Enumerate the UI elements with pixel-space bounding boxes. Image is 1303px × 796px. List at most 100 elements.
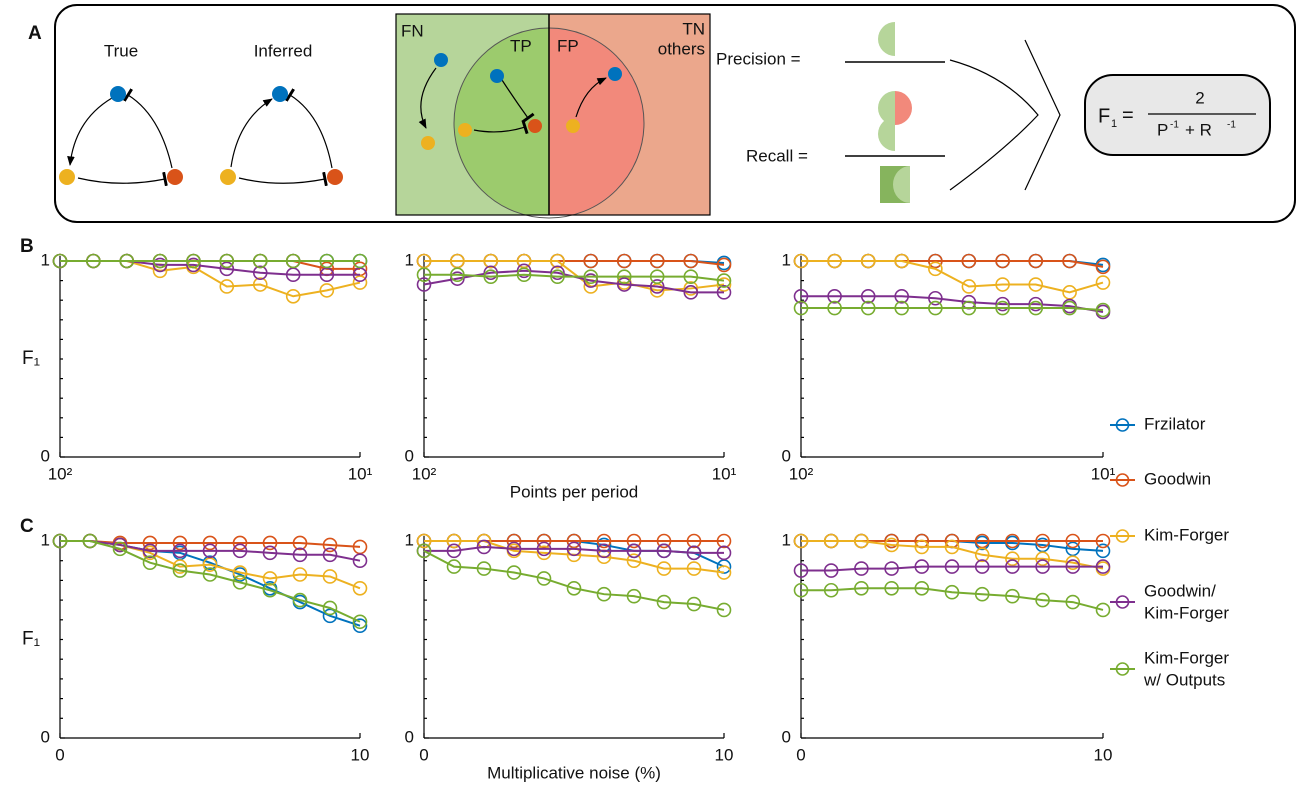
x-tick-label: 10² [48, 464, 73, 483]
x-tick-label: 10 [1094, 745, 1113, 764]
series-line [801, 295, 1104, 313]
x-tick-label: 10² [412, 464, 437, 483]
marker [142, 555, 158, 570]
marker [186, 257, 201, 273]
y-tick-label: 1 [41, 530, 50, 549]
marker [1035, 551, 1050, 567]
marker [536, 545, 552, 561]
legend-label: Frzilator [1144, 414, 1206, 433]
marker [626, 588, 642, 604]
venn-label: others [658, 39, 705, 58]
x-tick-label: 0 [55, 745, 64, 764]
marker [683, 269, 699, 284]
marker [232, 543, 248, 559]
x-tick-label: 0 [419, 745, 428, 764]
marker [252, 277, 268, 292]
marker [1095, 275, 1111, 290]
icon [878, 117, 895, 151]
marker [1065, 555, 1081, 570]
x-tick-label: 10 [351, 745, 370, 764]
marker [232, 565, 248, 580]
marker [827, 288, 842, 304]
formula: -1 [1170, 120, 1179, 131]
y-tick-label: 1 [782, 530, 791, 549]
marker [716, 545, 732, 561]
marker [1095, 559, 1111, 574]
marker [860, 253, 876, 269]
node [434, 53, 448, 67]
marker [142, 543, 158, 559]
marker [352, 614, 368, 630]
marker [995, 277, 1010, 292]
marker [716, 565, 732, 580]
marker [1028, 277, 1044, 292]
marker [1095, 543, 1111, 559]
marker [506, 565, 522, 580]
marker [483, 265, 499, 281]
series-line [60, 540, 361, 627]
marker [292, 592, 308, 608]
merge-arrow [1024, 39, 1061, 191]
marker [793, 288, 809, 304]
series-line [801, 307, 1104, 311]
legend-entry: Goodwin [1110, 469, 1211, 488]
marker [1028, 296, 1044, 312]
x-tick-label: 10 [715, 745, 734, 764]
marker [827, 300, 842, 316]
marker [928, 300, 943, 316]
node [528, 119, 542, 133]
marker [616, 253, 632, 269]
marker [686, 596, 702, 612]
marker [974, 559, 990, 574]
formula: -1 [1227, 120, 1236, 131]
marker [566, 580, 582, 596]
marker [319, 283, 335, 298]
marker [961, 253, 977, 269]
marker [172, 535, 188, 551]
marker [446, 533, 462, 549]
marker [944, 539, 960, 555]
chart: 0 1 10² 10¹ [782, 250, 1116, 483]
legend-label: Goodwin [1144, 469, 1211, 488]
chart: 0 1 10² 10¹ Points per period [405, 250, 737, 501]
marker [416, 533, 432, 549]
marker [716, 273, 732, 288]
legend-entry: Goodwin/Kim-Forger [1110, 581, 1229, 622]
formula: P [1157, 120, 1168, 139]
legend-marker [1115, 662, 1130, 676]
node [327, 169, 343, 185]
marker [974, 547, 990, 563]
marker [52, 533, 68, 549]
marker [262, 535, 278, 551]
marker [252, 265, 268, 281]
marker [352, 618, 368, 634]
node [490, 69, 504, 83]
marker [322, 608, 338, 624]
edge [501, 79, 535, 124]
edge [285, 88, 333, 169]
series-line [424, 545, 724, 554]
marker [1095, 533, 1111, 549]
marker [884, 580, 899, 596]
edge [575, 77, 607, 118]
marker [86, 253, 101, 269]
node [59, 169, 75, 185]
venn-label: FN [401, 21, 424, 40]
marker [854, 561, 869, 576]
marker [884, 533, 899, 549]
recall-label: Recall = [746, 146, 808, 165]
x-tick-label: 10¹ [348, 464, 373, 483]
marker [793, 582, 809, 598]
marker [884, 537, 899, 553]
legend-entry: Kim-Forger w/ Outputs [1110, 648, 1229, 689]
marker [995, 300, 1010, 316]
marker [928, 253, 943, 269]
marker [262, 545, 278, 561]
marker [219, 253, 235, 269]
marker [186, 253, 201, 269]
marker [1095, 259, 1111, 275]
legend-entry: Frzilator [1110, 414, 1206, 433]
venn-label: TN [682, 19, 705, 38]
marker [793, 563, 809, 578]
